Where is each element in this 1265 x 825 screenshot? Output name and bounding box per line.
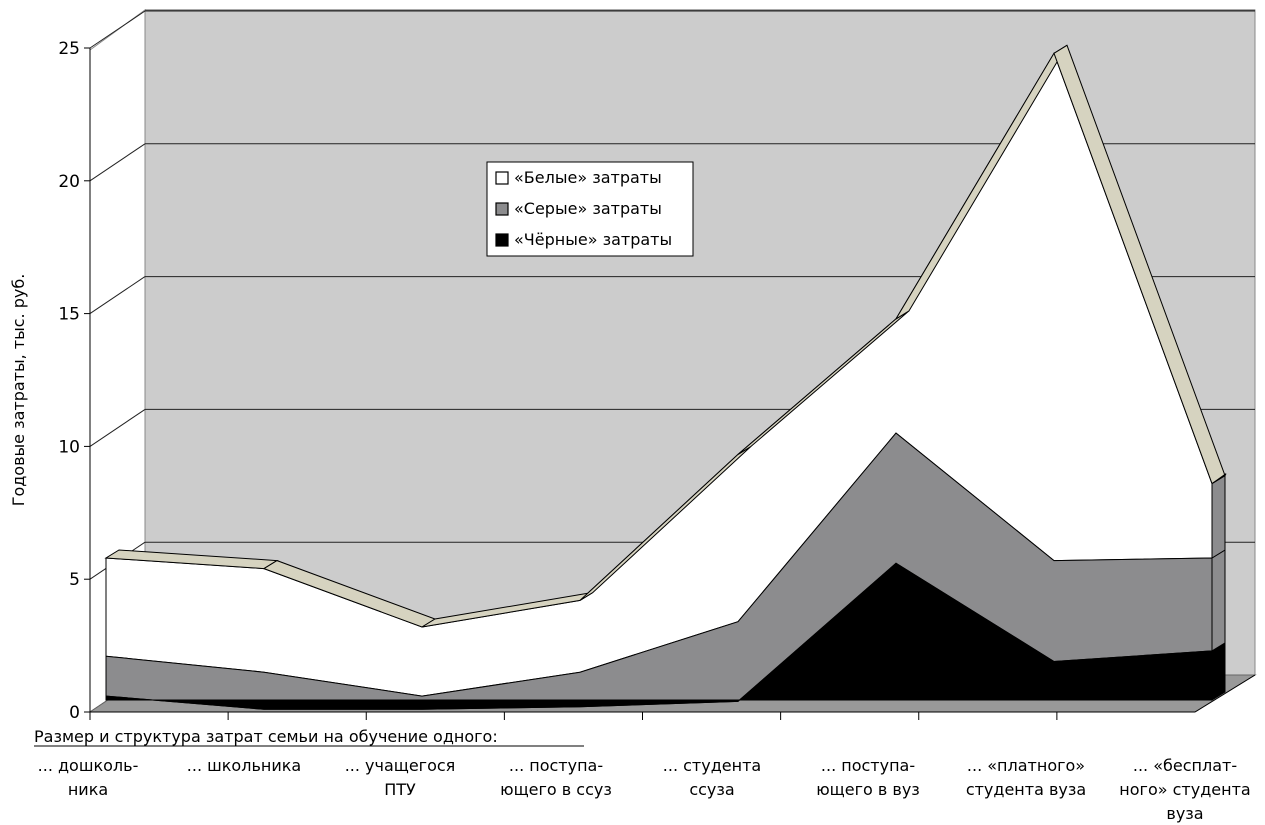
gridline-side bbox=[89, 276, 146, 315]
y-tick-label: 25 bbox=[58, 39, 80, 59]
x-category-label: ... школьника bbox=[187, 756, 301, 775]
x-axis-depth-line bbox=[1194, 674, 1256, 713]
x-axis-title: Размер и структура затрат семьи на обуче… bbox=[34, 727, 498, 746]
y-tick-label: 10 bbox=[58, 437, 80, 457]
x-category-label-line: студента вуза bbox=[966, 780, 1086, 799]
gridline-side bbox=[89, 408, 146, 447]
x-category-label-line: ... поступа- bbox=[821, 756, 915, 775]
x-category-label-line: ... школьника bbox=[187, 756, 301, 775]
x-category-label-line: ссуза bbox=[689, 780, 734, 799]
x-category-label-line: ... дошколь- bbox=[38, 756, 139, 775]
area-end-face bbox=[1211, 549, 1226, 652]
x-category-label-line: ющего в вуз bbox=[816, 780, 920, 799]
legend-swatch-white bbox=[495, 171, 509, 185]
area-end-face bbox=[1211, 474, 1226, 559]
x-category-labels: ... дошколь-ника ... школьника ... учащего… bbox=[38, 756, 1251, 823]
legend: «Белые» затраты «Серые» затраты «Чёрные»… bbox=[486, 161, 694, 257]
x-category-label: ... студента ссуза bbox=[663, 756, 761, 799]
y-axis-label: Годовые затраты, тыс. руб. bbox=[9, 274, 28, 507]
x-category-label: ... поступа-ющего в ссуз bbox=[500, 756, 612, 799]
x-category-label-line: ного» студента bbox=[1119, 780, 1250, 799]
y-tick-label: 0 bbox=[69, 703, 80, 723]
gridline-side bbox=[89, 10, 146, 49]
legend-label-white: «Белые» затраты bbox=[514, 168, 662, 187]
x-category-label-line: ... поступа- bbox=[509, 756, 603, 775]
y-tick-label: 15 bbox=[58, 305, 80, 325]
y-tick-label: 5 bbox=[69, 570, 80, 590]
x-category-label-line: ... «платного» bbox=[967, 756, 1085, 775]
x-category-label: ... учащегося ПТУ bbox=[345, 756, 456, 799]
x-category-label-line: ПТУ bbox=[384, 780, 416, 799]
area-end-cap bbox=[1211, 473, 1227, 485]
x-category-label: ... «бесплат-ного» студента вуза bbox=[1119, 756, 1250, 823]
axes bbox=[84, 47, 1256, 720]
x-category-label-line: ... студента bbox=[663, 756, 761, 775]
legend-box bbox=[486, 161, 694, 257]
legend-swatch-grey bbox=[495, 202, 509, 216]
y-tick-labels: 0 5 10 15 20 25 bbox=[58, 39, 80, 723]
legend-label-grey: «Серые» затраты bbox=[514, 199, 662, 218]
y-tick-label: 20 bbox=[58, 172, 80, 192]
area-end-face bbox=[1211, 642, 1226, 701]
x-category-label-line: ... учащегося bbox=[345, 756, 456, 775]
gridline-side bbox=[89, 143, 146, 182]
x-category-label-line: ... «бесплат- bbox=[1133, 756, 1237, 775]
x-category-label: ... «платного» студента вуза bbox=[966, 756, 1086, 799]
x-category-label-line: ника bbox=[68, 780, 108, 799]
legend-label-black: «Чёрные» затраты bbox=[514, 230, 672, 249]
x-category-label-line: ющего в ссуз bbox=[500, 780, 612, 799]
legend-swatch-black bbox=[495, 233, 509, 247]
x-category-label: ... дошколь-ника bbox=[38, 756, 139, 799]
x-category-label-line: вуза bbox=[1166, 804, 1203, 823]
area-series bbox=[104, 44, 1227, 710]
x-category-label: ... поступа-ющего в вуз bbox=[816, 756, 920, 799]
